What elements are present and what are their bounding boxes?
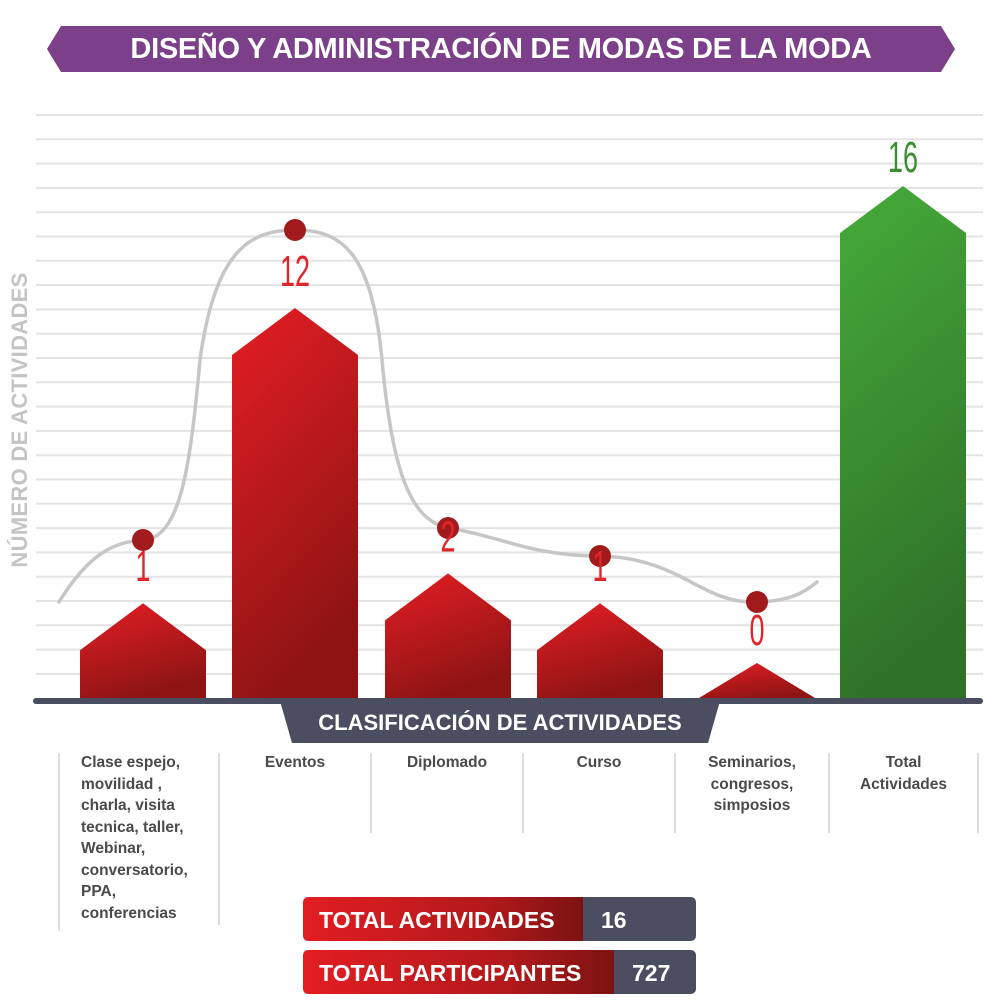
chart-title: DISEÑO Y ADMINISTRACIÓN DE MODAS DE LA M…: [130, 33, 872, 65]
x-axis-banner-shape: [280, 701, 720, 743]
category-label-line: tecnica, taller,: [81, 818, 184, 836]
category-divider: [218, 753, 220, 925]
category-label-3: Curso: [524, 752, 674, 774]
trend-curve: [57, 228, 819, 604]
trend-dots: [132, 219, 768, 613]
category-label-line: Clase espejo,: [81, 754, 181, 771]
category-label-line: movilidad ,: [81, 775, 162, 793]
total-activities-row: TOTAL ACTIVIDADES 16: [303, 897, 696, 941]
category-divider: [522, 753, 524, 833]
data-label-4: 0: [750, 606, 765, 655]
category-divider: [674, 753, 676, 833]
total-participants-value: 727: [614, 950, 696, 994]
bar-1: [232, 308, 358, 701]
category-label-line: Diplomado: [406, 754, 488, 771]
bar-5: [840, 186, 966, 701]
bar-0: [80, 603, 206, 701]
bar-2: [385, 573, 511, 701]
trend-dot-1: [284, 219, 306, 241]
total-activities-label: TOTAL ACTIVIDADES: [303, 897, 583, 941]
data-label-3: 1: [593, 542, 608, 591]
category-label-line: Curso: [576, 754, 622, 771]
category-label-line: simposios: [713, 797, 791, 814]
trend-dot-4: [746, 591, 768, 613]
x-axis-banner: CLASIFICACIÓN DE ACTIVIDADES: [280, 701, 720, 743]
category-divider: [58, 753, 60, 931]
category-label-1: Eventos: [220, 752, 370, 774]
category-divider: [828, 753, 830, 833]
category-label-2: Diplomado: [372, 752, 522, 774]
category-label-line: Eventos: [264, 754, 326, 771]
category-divider: [977, 753, 979, 833]
bars: [80, 186, 966, 701]
x-axis-label: CLASIFICACIÓN DE ACTIVIDADES: [318, 710, 682, 735]
data-labels: 1 12 2 1 0 16: [136, 133, 919, 655]
total-participants-row: TOTAL PARTICIPANTES 727: [303, 950, 696, 994]
category-label-line: Seminarios,: [708, 754, 796, 771]
gridlines: [36, 114, 983, 675]
trend-dot-3: [589, 545, 611, 567]
chart-plot: 1 12 2 1 0 16: [33, 114, 983, 704]
y-axis-label: NÚMERO DE ACTIVIDADES: [7, 272, 32, 568]
category-label-0: Clase espejo, movilidad , charla, visita te…: [81, 752, 216, 924]
total-participants-label: TOTAL PARTICIPANTES: [303, 950, 614, 994]
bar-4: [694, 663, 820, 701]
data-label-2: 2: [441, 512, 456, 561]
category-label-line: conversatorio,: [81, 861, 188, 879]
bar-3: [537, 603, 663, 701]
data-label-5: 16: [888, 133, 918, 182]
title-banner: DISEÑO Y ADMINISTRACIÓN DE MODAS DE LA M…: [47, 26, 955, 72]
category-label-line: charla, visita: [81, 797, 175, 814]
data-label-0: 1: [136, 542, 151, 591]
category-label-line: congresos,: [710, 775, 794, 793]
title-banner-shape: [47, 26, 955, 72]
category-label-4: Seminarios, congresos, simposios: [676, 752, 828, 817]
category-label-5: Total Actividades: [830, 752, 977, 795]
trend-dot-2: [437, 517, 459, 539]
category-label-line: Webinar,: [81, 840, 146, 857]
data-label-1: 12: [280, 247, 310, 296]
category-label-line: Total: [885, 754, 922, 771]
category-divider: [370, 753, 372, 833]
category-label-line: conferencias: [81, 904, 177, 922]
trend-dot-0: [132, 529, 154, 551]
total-activities-value: 16: [583, 897, 696, 941]
category-label-line: Actividades: [859, 775, 947, 793]
category-label-line: PPA,: [81, 883, 117, 900]
